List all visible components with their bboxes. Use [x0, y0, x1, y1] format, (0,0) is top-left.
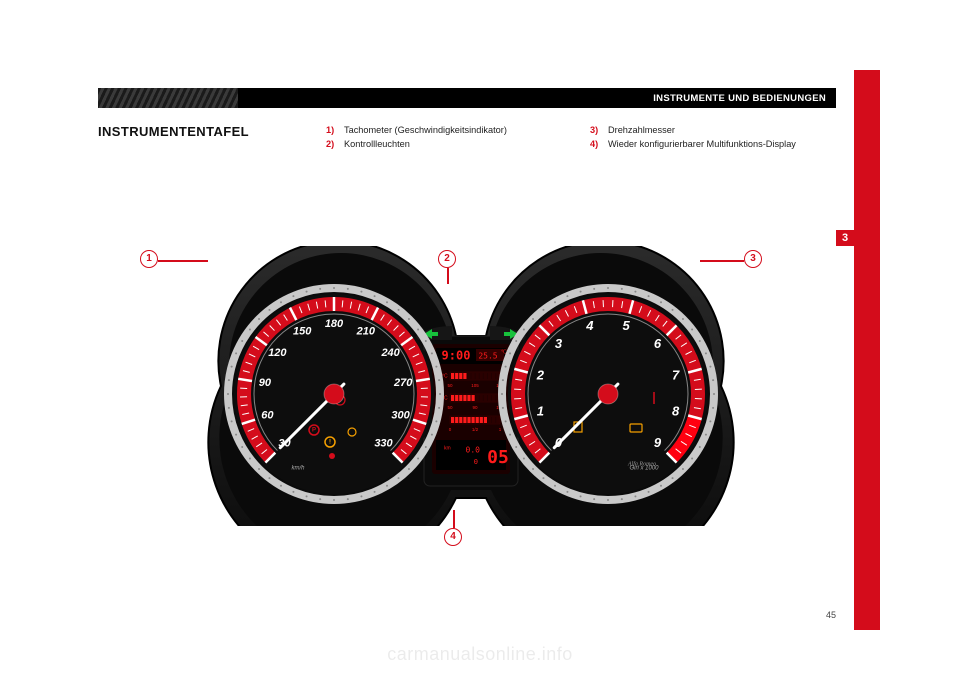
svg-text:8: 8: [672, 404, 680, 419]
page-number: 45: [826, 610, 836, 620]
svg-text:1/2: 1/2: [472, 427, 479, 432]
callout-1: 1: [140, 250, 158, 268]
svg-text:9:00: 9:00: [442, 349, 471, 363]
legend-num: 3): [590, 124, 602, 136]
svg-text:4: 4: [585, 318, 594, 333]
svg-text:90: 90: [472, 405, 478, 410]
svg-text:50: 50: [447, 405, 453, 410]
legend-column-2: 3) Drehzahlmesser 4) Wieder konfigurierbar…: [590, 124, 836, 204]
legend-num: 4): [590, 138, 602, 150]
chapter-number-tab: 3: [836, 230, 854, 246]
svg-text:120: 120: [268, 347, 287, 359]
callout-2: 2: [438, 250, 456, 268]
legend-num: 1): [326, 124, 338, 136]
svg-text:5: 5: [623, 318, 631, 333]
svg-text:2: 2: [536, 367, 545, 382]
svg-text:240: 240: [380, 347, 400, 359]
svg-text:Alfa Romeo: Alfa Romeo: [627, 460, 656, 467]
callout-line: [453, 510, 455, 528]
manual-page: INSTRUMENTE UND BEDIENUNGEN 3 INSTRUMENT…: [80, 70, 880, 630]
callout-line: [158, 260, 208, 262]
svg-text:°C: °C: [442, 373, 448, 379]
svg-text:1: 1: [537, 404, 544, 419]
svg-text:60: 60: [261, 410, 274, 422]
legend-num: 2): [326, 138, 338, 150]
legend-text: Tachometer (Geschwindigkeitsindikator): [344, 124, 507, 136]
svg-text:9: 9: [654, 435, 662, 450]
svg-text:6: 6: [654, 336, 662, 351]
svg-text:0.0: 0.0: [466, 446, 481, 455]
svg-text:270: 270: [393, 377, 413, 389]
legend-column-1: 1) Tachometer (Geschwindigkeitsindikator)…: [326, 124, 572, 204]
svg-text:50: 50: [447, 383, 453, 388]
callout-line: [700, 260, 744, 262]
svg-text:km: km: [444, 445, 451, 451]
svg-text:180: 180: [325, 318, 344, 330]
content-row: INSTRUMENTENTAFEL 1) Tachometer (Geschwin…: [98, 124, 836, 204]
callout-3: 3: [744, 250, 762, 268]
callout-line: [447, 268, 449, 284]
svg-text:3: 3: [555, 336, 563, 351]
svg-text:P: P: [312, 428, 316, 434]
svg-text:90: 90: [259, 377, 272, 389]
legend-text: Kontrollleuchten: [344, 138, 410, 150]
svg-text:330: 330: [374, 437, 393, 449]
svg-text:150: 150: [293, 326, 312, 338]
svg-text:105: 105: [471, 383, 479, 388]
svg-text:7: 7: [672, 367, 680, 382]
legend-text: Drehzahlmesser: [608, 124, 675, 136]
instrument-cluster-svg: 9:0025.5°C°C50105150°C509013001/21km0.00…: [156, 246, 786, 526]
svg-text:!: !: [329, 440, 331, 446]
svg-text:210: 210: [356, 326, 376, 338]
page-title: INSTRUMENTENTAFEL: [98, 124, 308, 204]
watermark: carmanualsonline.info: [387, 644, 573, 665]
section-title: INSTRUMENTE UND BEDIENUNGEN: [653, 93, 826, 104]
chapter-color-bar: [854, 70, 880, 630]
instrument-cluster-figure: 9:0025.5°C°C50105150°C509013001/21km0.00…: [156, 246, 786, 526]
section-header: INSTRUMENTE UND BEDIENUNGEN: [98, 88, 836, 108]
legend-text: Wieder konfigurierbarer Multifunktions-D…: [608, 138, 796, 150]
svg-text:0: 0: [474, 458, 478, 466]
svg-text:05: 05: [487, 447, 509, 468]
svg-text:25.5: 25.5: [478, 352, 497, 361]
svg-text:km/h: km/h: [291, 466, 305, 472]
svg-text:300: 300: [391, 410, 410, 422]
callout-4: 4: [444, 528, 462, 546]
